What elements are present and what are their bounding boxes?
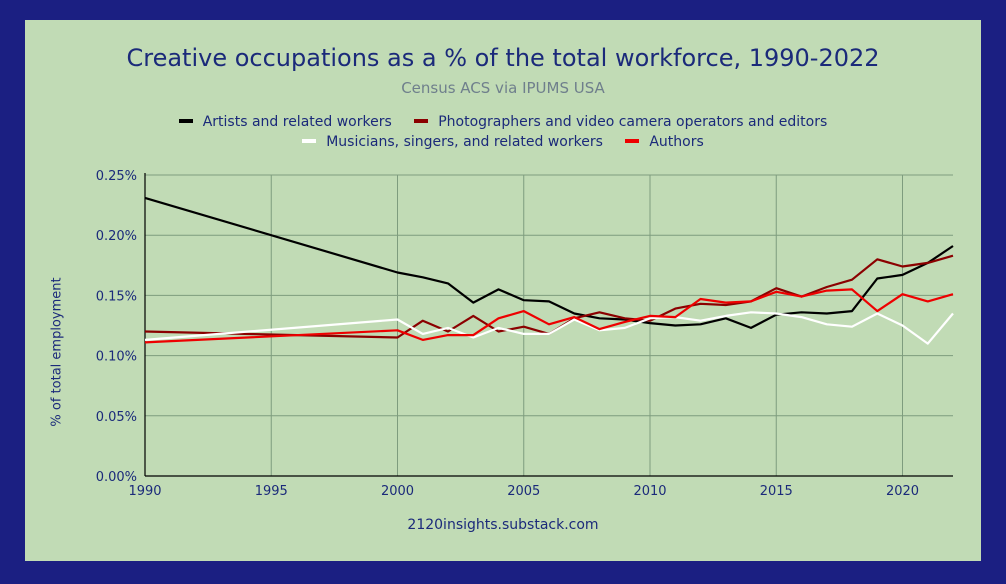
y-tick-label: 0.20% xyxy=(96,229,137,244)
legend-swatch-artists xyxy=(178,119,193,123)
x-tick-label: 2015 xyxy=(760,484,793,499)
y-tick-label: 0.25% xyxy=(96,169,137,184)
legend-label-artists: Artists and related workers xyxy=(202,114,392,130)
chart-panel: Creative occupations as a % of the total… xyxy=(25,20,981,561)
legend-label-photographers: Photographers and video camera operators… xyxy=(438,114,828,130)
legend-item-authors: Authors xyxy=(625,134,704,150)
y-tick-label: 0.00% xyxy=(96,470,137,485)
series-line-authors xyxy=(144,288,954,344)
legend-label-musicians: Musicians, singers, and related workers xyxy=(326,134,603,150)
x-tick-label: 2000 xyxy=(381,484,414,499)
series-line-photographers xyxy=(144,254,954,339)
legend-swatch-musicians xyxy=(302,139,317,143)
x-tick-label: 2020 xyxy=(886,484,919,499)
series-line-artists xyxy=(144,196,954,329)
legend-item-photographers: Photographers and video camera operators… xyxy=(414,114,827,130)
legend-item-artists: Artists and related workers xyxy=(178,114,392,130)
legend-swatch-authors xyxy=(625,139,640,143)
line-chart: 0.00% 0.05% 0.10% 0.15% 0.20% 0.25% 1990 1995 20… xyxy=(96,169,954,499)
y-tick-label: 0.15% xyxy=(96,289,137,304)
legend-row-2: Musicians, singers, and related workers … xyxy=(25,134,981,150)
y-tick-label: 0.10% xyxy=(96,350,137,365)
legend-item-musicians: Musicians, singers, and related workers xyxy=(302,134,603,150)
chart-title: Creative occupations as a % of the total… xyxy=(126,44,880,72)
x-tick-label: 1990 xyxy=(128,484,161,499)
legend-swatch-photographers xyxy=(414,119,429,123)
chart-subtitle: Census ACS via IPUMS USA xyxy=(401,79,605,97)
y-tick-label: 0.05% xyxy=(96,410,137,425)
x-tick-label: 2005 xyxy=(507,484,540,499)
x-tick-label: 2010 xyxy=(633,484,666,499)
series-line-musicians xyxy=(144,311,954,345)
source-credit: 2120insights.substack.com xyxy=(407,517,599,533)
legend-row-1: Artists and related workers Photographer… xyxy=(25,114,981,130)
x-tick-label: 1995 xyxy=(255,484,288,499)
legend-label-authors: Authors xyxy=(649,134,704,150)
